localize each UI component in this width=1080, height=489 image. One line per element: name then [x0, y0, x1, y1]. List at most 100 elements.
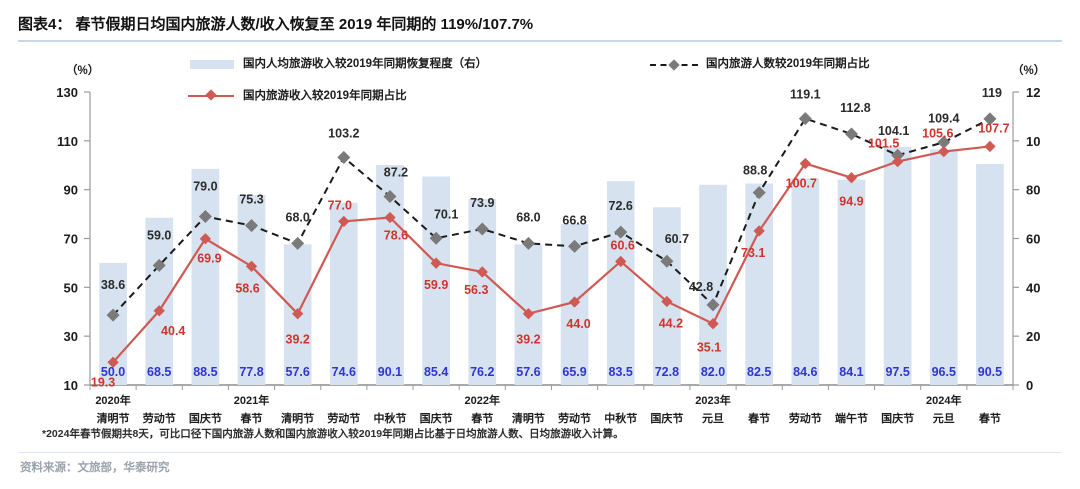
dashed-line-marker [475, 222, 489, 236]
y2-axis-tick: 80 [1026, 183, 1040, 198]
revenue-value-label: 44.2 [659, 316, 683, 330]
page-title: 图表4： 春节假期日均国内旅游人数/收入恢复至 2019 年同期的 119%/1… [18, 16, 534, 33]
bar-value-label: 84.6 [793, 365, 817, 379]
red-line-marker [891, 155, 904, 168]
x-axis-category-label: 国庆节 [881, 413, 915, 425]
bar-value-label: 90.5 [978, 365, 1002, 379]
bar-value-label: 74.6 [332, 365, 356, 379]
red-line-marker [430, 257, 442, 269]
revenue-value-label: 77.0 [328, 198, 352, 212]
y2-axis-tick: 40 [1026, 280, 1040, 295]
x-axis-category-label: 春节 [240, 413, 263, 425]
people-value-label: 112.8 [840, 101, 871, 115]
red-line-marker [476, 266, 488, 278]
red-line-marker [199, 233, 212, 245]
y2-axis-tick: 12 [1026, 85, 1040, 100]
x-axis-category-label: 元旦 [932, 413, 955, 425]
red-line-marker [153, 305, 165, 317]
revenue-value-label: 78.6 [384, 229, 408, 243]
dashed-line-marker [337, 150, 351, 164]
title-divider [18, 40, 1062, 42]
dashed-line-marker [752, 186, 766, 200]
revenue-value-label: 56.3 [464, 283, 488, 297]
footer-divider [18, 452, 1062, 453]
chart-plot-area: 10 30 50 70 90 110 130 0 20 40 60 80 10 12 50.0 68.5 88.… [0, 48, 1080, 393]
people-value-label: 109.4 [928, 111, 959, 125]
dashed-line-marker [844, 127, 858, 141]
revenue-value-label: 73.1 [741, 246, 765, 260]
x-axis-category-label: 劳动节 [558, 413, 592, 425]
x-axis-category-label: 中秋节 [604, 413, 638, 425]
revenue-value-label: 44.0 [566, 317, 590, 331]
revenue-value-label: 107.7 [978, 121, 1009, 135]
people-value-label: 66.8 [562, 213, 586, 227]
dashed-line-marker [521, 236, 535, 250]
bar [606, 181, 635, 385]
x-axis-category-label: 清明节 [96, 413, 130, 425]
dashed-line-marker [152, 258, 166, 272]
bar-value-label: 90.1 [378, 365, 402, 379]
revenue-value-label: 101.5 [868, 137, 899, 151]
people-value-label: 119 [982, 86, 1002, 100]
people-value-label: 103.2 [328, 126, 359, 140]
bar [976, 164, 1004, 385]
y2-axis-tick: 0 [1026, 378, 1033, 393]
x-axis-category-label: 中秋节 [373, 413, 407, 425]
right-axis-unit: （%） [1012, 65, 1046, 77]
revenue-value-label: 58.6 [235, 281, 259, 295]
dashed-line-marker [798, 112, 812, 126]
x-axis-category-label: 国庆节 [650, 413, 684, 425]
dashed-line-marker [245, 219, 259, 233]
bar-value-label: 85.4 [424, 365, 448, 379]
people-value-label: 60.7 [665, 232, 689, 246]
bar-value-label: 82.5 [747, 365, 771, 379]
revenue-value-label: 69.9 [197, 252, 221, 266]
y-axis-tick: 30 [64, 329, 78, 344]
legend-label-dashed-line: 国内旅游人数较2019年同期占比 [706, 58, 870, 70]
bar-value-label: 82.0 [701, 365, 725, 379]
bar-value-label: 72.8 [655, 365, 679, 379]
people-value-label: 104.1 [878, 124, 909, 138]
red-line-marker [753, 225, 765, 237]
chart-legend: 国内人均旅游收入较2019年同期恢复程度（右） 国内旅游人数较2019年同期占比… [0, 0, 1080, 102]
red-line-series [112, 145, 991, 364]
red-line-marker [938, 145, 950, 158]
x-axis-group-label: 2020年 [95, 395, 131, 407]
x-axis-group-label: 2024年 [926, 395, 962, 407]
bar-value-label: 84.1 [839, 365, 863, 379]
y-axis-tick: 90 [64, 183, 78, 198]
bar [837, 179, 866, 385]
revenue-value-label: 40.4 [161, 324, 185, 338]
chart-footnote: *2024年春节假期共8天，可比口径下国内旅游人数和国内旅游收入较2019年同期… [42, 428, 624, 440]
people-value-label: 68.0 [516, 210, 540, 224]
x-axis-category-label: 国庆节 [419, 413, 453, 425]
revenue-value-label: 59.9 [424, 278, 448, 292]
y-axis-tick: 50 [64, 280, 78, 295]
people-value-label: 75.3 [239, 193, 263, 207]
red-line-marker [984, 140, 996, 153]
bar-value-label: 77.8 [239, 365, 263, 379]
bar [791, 178, 820, 385]
dashed-line-marker [383, 189, 397, 204]
left-axis-unit: （%） [66, 65, 100, 77]
bar-value-label: 88.5 [193, 365, 217, 379]
bar [422, 176, 450, 385]
bar-value-label: 68.5 [147, 365, 171, 379]
red-line-marker [661, 295, 673, 308]
chart-svg: 10 30 50 70 90 110 130 0 20 40 60 80 10 12 50.0 68.5 88.… [56, 85, 1040, 393]
legend-swatch-red-line [188, 95, 234, 97]
source-note: 资料来源：文旅部，华泰研究 [20, 462, 170, 474]
revenue-value-label: 60.6 [611, 238, 635, 252]
people-value-label: 70.1 [434, 207, 458, 221]
people-value-label: 119.1 [790, 88, 821, 102]
dashed-line-marker [106, 308, 120, 322]
dashed-line-marker [568, 239, 582, 253]
bar-value-label: 97.5 [885, 365, 909, 379]
x-axis-category-label: 元旦 [702, 413, 725, 425]
red-line-marker [245, 260, 258, 272]
y-axis-tick: 70 [64, 232, 78, 247]
x-axis-group-label: 2021年 [233, 395, 270, 407]
x-axis-category-label: 劳动节 [142, 413, 176, 425]
red-line-marker [522, 308, 535, 320]
y2-axis-tick: 20 [1026, 329, 1040, 344]
